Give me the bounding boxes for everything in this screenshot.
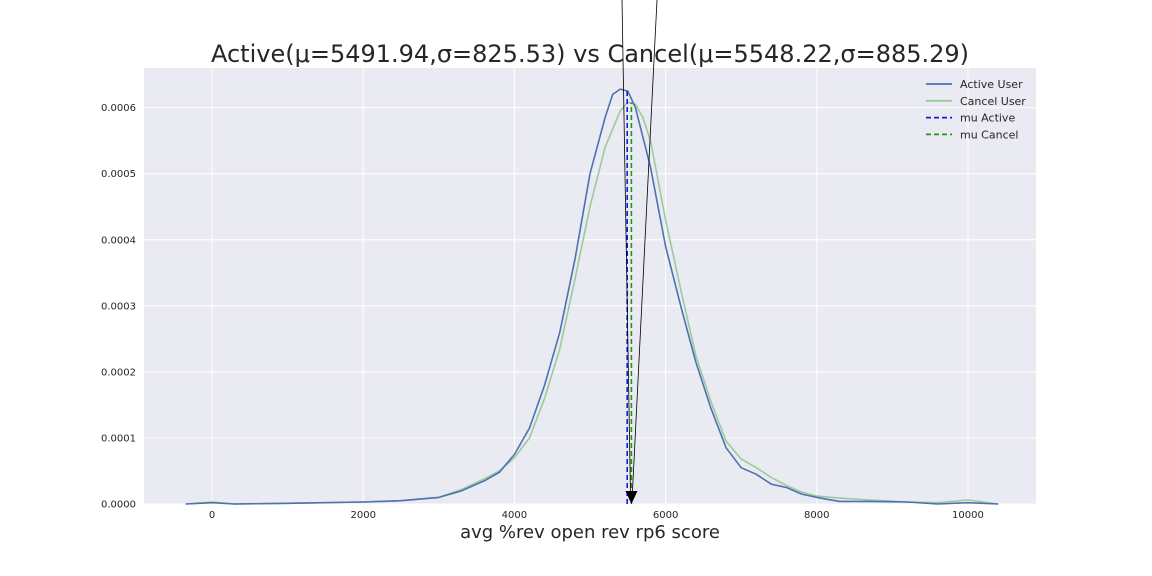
x-tick-label: 6000 bbox=[653, 510, 678, 521]
axis-ticks: 0 2000 4000 6000 8000 10000 0.0000 0.0001 0.0002… bbox=[101, 103, 984, 521]
x-tick-label: 2000 bbox=[350, 510, 375, 521]
legend-label-active-user: Active User bbox=[960, 78, 1023, 91]
x-tick-label: 8000 bbox=[804, 510, 829, 521]
arrow-line-right bbox=[632, 0, 658, 493]
series-lines bbox=[185, 88, 999, 505]
x-tick-label: 4000 bbox=[502, 510, 527, 521]
x-tick-label: 10000 bbox=[952, 510, 984, 521]
legend-label-mu-cancel: mu Cancel bbox=[960, 128, 1018, 141]
annotation-arrow bbox=[621, 0, 658, 504]
y-tick-label: 0.0005 bbox=[101, 169, 136, 180]
arrowhead bbox=[625, 491, 638, 504]
x-tick-label: 0 bbox=[209, 510, 215, 521]
y-tick-label: 0.0001 bbox=[101, 433, 136, 444]
plot-area bbox=[144, 68, 1036, 504]
y-tick-label: 0.0000 bbox=[101, 500, 136, 511]
x-axis-label: avg %rev open rev rp6 score bbox=[460, 522, 720, 543]
arrow-line-left bbox=[621, 0, 631, 493]
y-tick-label: 0.0003 bbox=[101, 301, 136, 312]
chart-title: Active(μ=5491.94,σ=825.53) vs Cancel(μ=5… bbox=[211, 40, 969, 68]
plot-background bbox=[144, 68, 1036, 504]
legend-label-mu-active: mu Active bbox=[960, 112, 1015, 125]
legend: Active User Cancel User mu Active mu Cancel bbox=[926, 78, 1026, 141]
legend-label-cancel-user: Cancel User bbox=[960, 95, 1026, 108]
y-tick-label: 0.0002 bbox=[101, 367, 136, 378]
y-tick-label: 0.0004 bbox=[101, 235, 136, 246]
grid-lines bbox=[144, 68, 1036, 505]
y-tick-label: 0.0006 bbox=[101, 103, 136, 114]
